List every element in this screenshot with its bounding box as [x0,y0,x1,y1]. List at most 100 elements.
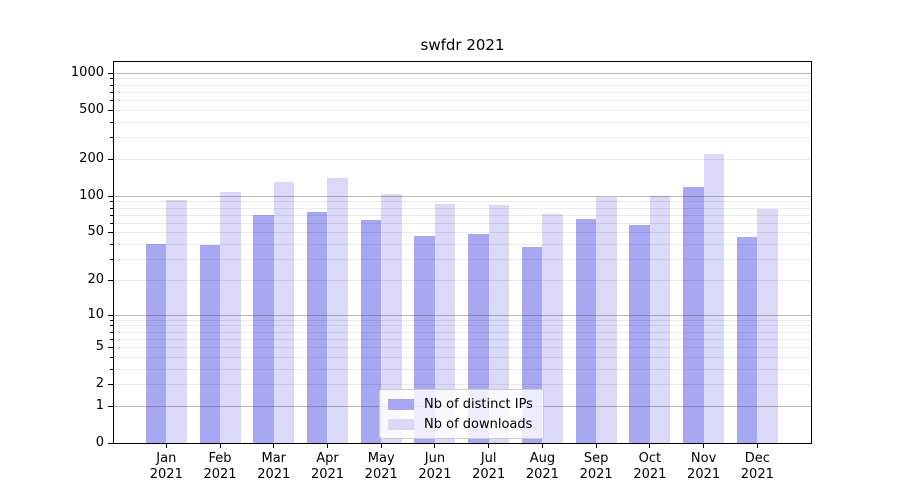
bar-downloads-nov [703,153,725,443]
x-tick-label-jul: Jul 2021 [472,451,506,482]
y-minor-tick-mark [110,368,113,370]
y-minor-tick-mark [110,78,113,80]
y-minor-tick-mark [110,232,113,234]
bar-distinct-ips-oct [629,225,650,443]
legend-label-distinct-ips: Nb of distinct IPs [424,396,533,412]
bar-downloads-jun [434,204,456,443]
legend-item-downloads: Nb of downloads [388,414,535,434]
gridline-minor [114,346,811,348]
gridline-minor [114,325,811,327]
gridline-minor [114,158,811,160]
bar-distinct-ips-apr [306,211,328,443]
y-minor-tick-mark [110,121,113,123]
bar-distinct-ips-dec [736,236,758,443]
gridline-minor [114,109,811,111]
y-minor-tick-mark [110,109,113,111]
y-minor-tick-mark [110,100,113,102]
x-tick-label-aug: Aug 2021 [525,451,559,482]
x-tick-label-jun: Jun 2021 [418,451,452,482]
gridline-major [114,195,811,197]
gridline-minor [114,338,811,340]
plot-area [113,61,812,444]
bar-downloads-feb [220,191,241,443]
gridline-minor [114,331,811,333]
bar-distinct-ips-jan [145,243,167,443]
x-tick-mark [595,443,597,448]
x-tick-label-dec: Dec 2021 [740,451,774,482]
legend-item-distinct-ips: Nb of distinct IPs [388,394,535,414]
y-minor-tick-mark [110,258,113,260]
y-minor-tick-mark [110,346,113,348]
gridline-minor [114,121,811,123]
x-tick-mark [380,443,382,448]
gridline-minor [114,279,811,281]
bar-downloads-jul [488,204,510,443]
chart-title: swfdr 2021 [420,36,505,54]
x-tick-mark [434,443,436,448]
x-tick-mark [703,443,705,448]
y-tick-mark [108,443,113,444]
gridline-minor [114,91,811,93]
legend-swatch-downloads [388,418,414,430]
bar-downloads-apr [327,178,348,443]
y-tick-label: 1000 [70,64,104,80]
x-tick-mark [649,443,651,448]
gridline-minor [114,78,811,80]
gridline-minor [114,384,811,386]
bar-downloads-jan [166,200,187,443]
x-tick-mark [165,443,167,448]
y-tick-mark [108,72,113,74]
gridline-minor [114,319,811,321]
x-tick-mark [488,443,490,448]
y-tick-label: 500 [79,101,104,117]
y-minor-tick-mark [110,158,113,160]
x-tick-mark [219,443,221,448]
y-tick-label: 5 [95,338,104,354]
x-tick-label-may: May 2021 [364,451,398,482]
y-minor-tick-mark [110,214,113,216]
gridline-minor [114,222,811,224]
x-tick-label-jan: Jan 2021 [149,451,183,482]
y-minor-tick-mark [110,331,113,333]
bar-downloads-sep [596,196,617,443]
bar-distinct-ips-feb [199,245,221,443]
y-minor-tick-mark [110,201,113,203]
y-minor-tick-mark [110,319,113,321]
y-minor-tick-mark [110,279,113,281]
gridlines-layer [114,62,811,443]
gridline-minor [114,84,811,86]
bar-downloads-may [381,194,402,443]
gridline-major [114,72,811,74]
y-tick-mark [108,195,113,197]
legend-swatch-distinct-ips [388,398,414,410]
gridline-minor [114,356,811,358]
gridline-minor [114,207,811,209]
bar-downloads-aug [542,213,563,443]
x-tick-mark [756,443,758,448]
y-minor-tick-mark [110,325,113,327]
bar-downloads-dec [757,208,778,443]
x-tick-mark [541,443,543,448]
x-tick-label-sep: Sep 2021 [579,451,613,482]
y-tick-label: 10 [87,306,104,322]
y-minor-tick-mark [110,91,113,93]
gridline-minor [114,243,811,245]
y-minor-tick-mark [110,137,113,139]
x-tick-label-mar: Mar 2021 [257,451,291,482]
gridline-minor [114,214,811,216]
gridline-minor [114,201,811,203]
y-minor-tick-mark [110,84,113,86]
gridline-minor [114,258,811,260]
gridline-major [114,314,811,316]
y-minor-tick-mark [110,207,113,209]
y-minor-tick-mark [110,384,113,386]
bar-downloads-oct [649,195,671,443]
y-tick-label: 100 [79,187,104,203]
y-tick-label: 50 [87,224,104,240]
y-minor-tick-mark [110,338,113,340]
y-tick-mark [108,314,113,316]
x-tick-mark [273,443,275,448]
bar-distinct-ips-may [360,220,382,443]
x-tick-mark [326,443,328,448]
